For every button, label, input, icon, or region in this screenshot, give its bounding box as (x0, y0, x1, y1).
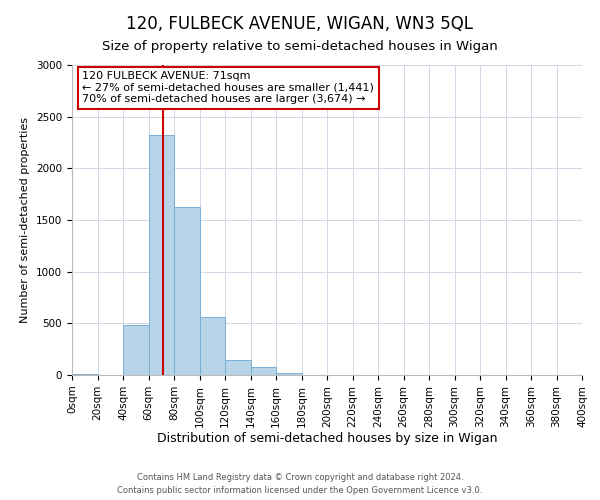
Text: 120 FULBECK AVENUE: 71sqm
← 27% of semi-detached houses are smaller (1,441)
70% : 120 FULBECK AVENUE: 71sqm ← 27% of semi-… (82, 71, 374, 104)
Bar (149, 136, 174, 375)
Bar (123, 326, 149, 375)
X-axis label: Distribution of semi-detached houses by size in Wigan: Distribution of semi-detached houses by … (157, 432, 497, 446)
Bar (276, 373, 302, 375)
Y-axis label: Number of semi-detached properties: Number of semi-detached properties (20, 117, 31, 323)
Bar (251, 367, 276, 375)
Bar (225, 360, 251, 375)
Bar (72, 374, 97, 375)
Text: 120, FULBECK AVENUE, WIGAN, WN3 5QL: 120, FULBECK AVENUE, WIGAN, WN3 5QL (127, 15, 473, 33)
Text: Contains HM Land Registry data © Crown copyright and database right 2024.
Contai: Contains HM Land Registry data © Crown c… (118, 474, 482, 495)
Text: Size of property relative to semi-detached houses in Wigan: Size of property relative to semi-detach… (102, 40, 498, 53)
Bar (199, 317, 225, 375)
Bar (174, 206, 199, 375)
